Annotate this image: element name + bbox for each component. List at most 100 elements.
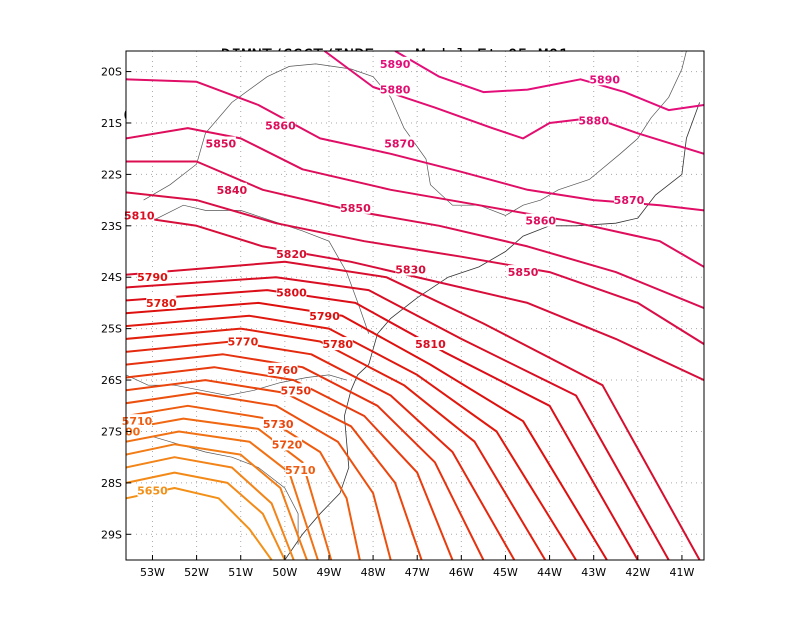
- contour-label-bg: [322, 337, 353, 351]
- contour-label: 5870: [384, 138, 415, 151]
- axis-ticks: 53W 52W 51W 50W 49W 48W 47W 46W 45W 44W 43W 42W 41W 2…: [101, 66, 694, 579]
- y-tick-label: 25S: [101, 323, 122, 336]
- contour-label-bg: [124, 208, 155, 222]
- contour-label: 5830: [395, 264, 426, 277]
- contour-label: 5880: [578, 114, 609, 127]
- contour-label-bg: [415, 337, 446, 351]
- contour-label: 5720: [272, 438, 303, 451]
- contour-5700: [126, 417, 333, 560]
- contour-5830: [126, 214, 704, 382]
- contour-5710: [126, 404, 361, 560]
- contour-5730: [126, 379, 423, 560]
- x-tick-label: 46W: [449, 566, 474, 579]
- contour-label-bg: [380, 56, 411, 70]
- contour-label-bg: [589, 72, 620, 86]
- y-tick-label: 21S: [101, 117, 122, 130]
- contour-5670: [126, 456, 295, 560]
- contour-label-bg: [525, 213, 556, 227]
- contour-label-bg: [124, 424, 141, 438]
- y-tick-label: 24S: [101, 271, 122, 284]
- contour-5800: [126, 289, 639, 560]
- contour-label-bg: [216, 182, 247, 196]
- contour-label: 5860: [265, 120, 296, 133]
- x-tick-label: 50W: [272, 566, 297, 579]
- contour-label-bg: [137, 483, 168, 497]
- contour-5720: [126, 391, 392, 560]
- x-tick-label: 45W: [493, 566, 518, 579]
- contour-label-bg: [137, 270, 168, 284]
- y-tick-label: 23S: [101, 220, 122, 233]
- contour-label-bg: [613, 193, 644, 207]
- x-tick-label: 44W: [537, 566, 562, 579]
- x-tick-label: 43W: [581, 566, 606, 579]
- contour-label-bg: [380, 82, 411, 96]
- y-tick-label: 20S: [101, 66, 122, 79]
- contour-5690: [126, 430, 319, 560]
- contour-label-bg: [227, 334, 258, 348]
- contour-label: 5760: [267, 364, 298, 377]
- contour-label: 5820: [276, 248, 307, 261]
- contour-label: 5730: [263, 418, 294, 431]
- contour-label: 5850: [508, 266, 539, 279]
- contour-label: 5810: [415, 338, 446, 351]
- contour-label-bg: [205, 136, 236, 150]
- contour-label-bg: [285, 463, 316, 477]
- contour-lines: [126, 51, 704, 560]
- contour-label-bg: [280, 383, 311, 397]
- contour-label: 5880: [380, 84, 411, 97]
- x-tick-label: 51W: [228, 566, 253, 579]
- x-tick-label: 48W: [361, 566, 386, 579]
- contour-5850: [126, 160, 704, 310]
- contour-label: 5890: [380, 58, 411, 71]
- contour-label-bg: [122, 414, 153, 428]
- contour-label: 5770: [228, 335, 259, 348]
- contour-label: 5790: [309, 310, 340, 323]
- contour-5780: [126, 314, 577, 560]
- x-tick-label: 53W: [140, 566, 165, 579]
- contour-5770: [126, 327, 547, 560]
- y-tick-label: 29S: [101, 528, 122, 541]
- contour-label: 5780: [146, 297, 177, 310]
- contour-5750: [126, 353, 485, 560]
- contour-5660: [126, 471, 286, 560]
- contour-label-bg: [267, 362, 298, 376]
- contour-label-bg: [309, 308, 340, 322]
- state-border: [126, 204, 370, 334]
- y-tick-label: 22S: [101, 168, 122, 181]
- contour-label: 5800: [276, 287, 307, 300]
- contour-label: 5710: [285, 464, 316, 477]
- contour-5760: [126, 340, 516, 560]
- x-tick-label: 52W: [184, 566, 209, 579]
- contour-label-bg: [578, 113, 609, 127]
- contour-5790: [126, 301, 608, 560]
- x-tick-label: 49W: [317, 566, 342, 579]
- contour-5740: [126, 366, 454, 560]
- contour-5820: [126, 260, 701, 560]
- contour-label: 5810: [124, 210, 155, 223]
- contour-label-bg: [276, 285, 307, 299]
- contour-label: 5850: [206, 138, 237, 151]
- contour-label-bg: [384, 136, 415, 150]
- contour-labels: 5890 5890 5880 5880 5870 5870 5860 5860 5850 5850…: [122, 56, 645, 498]
- contour-label-bg: [146, 295, 177, 309]
- contour-5840: [126, 191, 704, 345]
- contour-label-bg: [272, 437, 303, 451]
- contour-5680: [126, 443, 308, 560]
- x-tick-label: 42W: [625, 566, 650, 579]
- y-tick-label: 26S: [101, 374, 122, 387]
- contour-label: 5780: [322, 338, 353, 351]
- contour-label-bg: [265, 118, 296, 132]
- x-tick-label: 47W: [405, 566, 430, 579]
- contour-label-bg: [276, 247, 307, 261]
- contour-label: 5650: [137, 485, 168, 498]
- contour-label-bg: [508, 265, 539, 279]
- y-tick-label: 28S: [101, 477, 122, 490]
- contour-5810: [126, 276, 670, 560]
- contour-label: 5790: [137, 271, 168, 284]
- x-tick-label: 41W: [670, 566, 695, 579]
- contour-label: 5860: [525, 215, 556, 228]
- contour-label-bg: [263, 416, 294, 430]
- contour-5890: [394, 51, 704, 112]
- contour-label: 5750: [281, 384, 312, 397]
